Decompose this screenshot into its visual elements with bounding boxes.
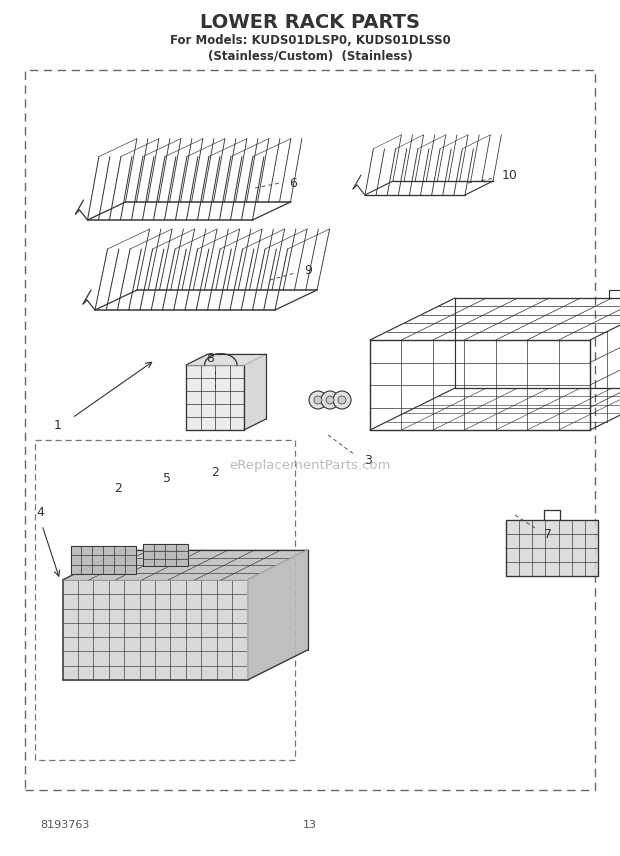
Circle shape <box>321 391 339 409</box>
Text: eReplacementParts.com: eReplacementParts.com <box>229 459 391 472</box>
Text: 8: 8 <box>206 352 214 365</box>
Text: 2: 2 <box>211 466 219 479</box>
Circle shape <box>314 396 322 404</box>
Text: 7: 7 <box>544 528 552 542</box>
Circle shape <box>333 391 351 409</box>
Polygon shape <box>506 520 598 576</box>
Text: 9: 9 <box>304 264 312 276</box>
Text: (Stainless/Custom)  (Stainless): (Stainless/Custom) (Stainless) <box>208 50 412 62</box>
Circle shape <box>326 396 334 404</box>
Circle shape <box>309 391 327 409</box>
Polygon shape <box>247 550 308 680</box>
Text: 8193763: 8193763 <box>40 820 89 830</box>
Text: LOWER RACK PARTS: LOWER RACK PARTS <box>200 13 420 32</box>
Text: For Models: KUDS01DLSP0, KUDS01DLSS0: For Models: KUDS01DLSP0, KUDS01DLSS0 <box>170 33 450 46</box>
Text: 13: 13 <box>303 820 317 830</box>
Text: 6: 6 <box>289 176 297 189</box>
Polygon shape <box>244 354 266 430</box>
Polygon shape <box>63 580 247 680</box>
Polygon shape <box>63 550 308 580</box>
Text: 3: 3 <box>364 454 372 467</box>
Circle shape <box>338 396 346 404</box>
Text: 1: 1 <box>54 419 62 431</box>
Text: 10: 10 <box>502 169 518 181</box>
Polygon shape <box>186 365 244 430</box>
Bar <box>25 70 595 790</box>
Text: 5: 5 <box>163 472 171 484</box>
Text: 4: 4 <box>36 506 44 519</box>
Polygon shape <box>71 546 136 574</box>
Text: 2: 2 <box>114 482 122 495</box>
Polygon shape <box>143 544 187 566</box>
Polygon shape <box>186 354 266 365</box>
